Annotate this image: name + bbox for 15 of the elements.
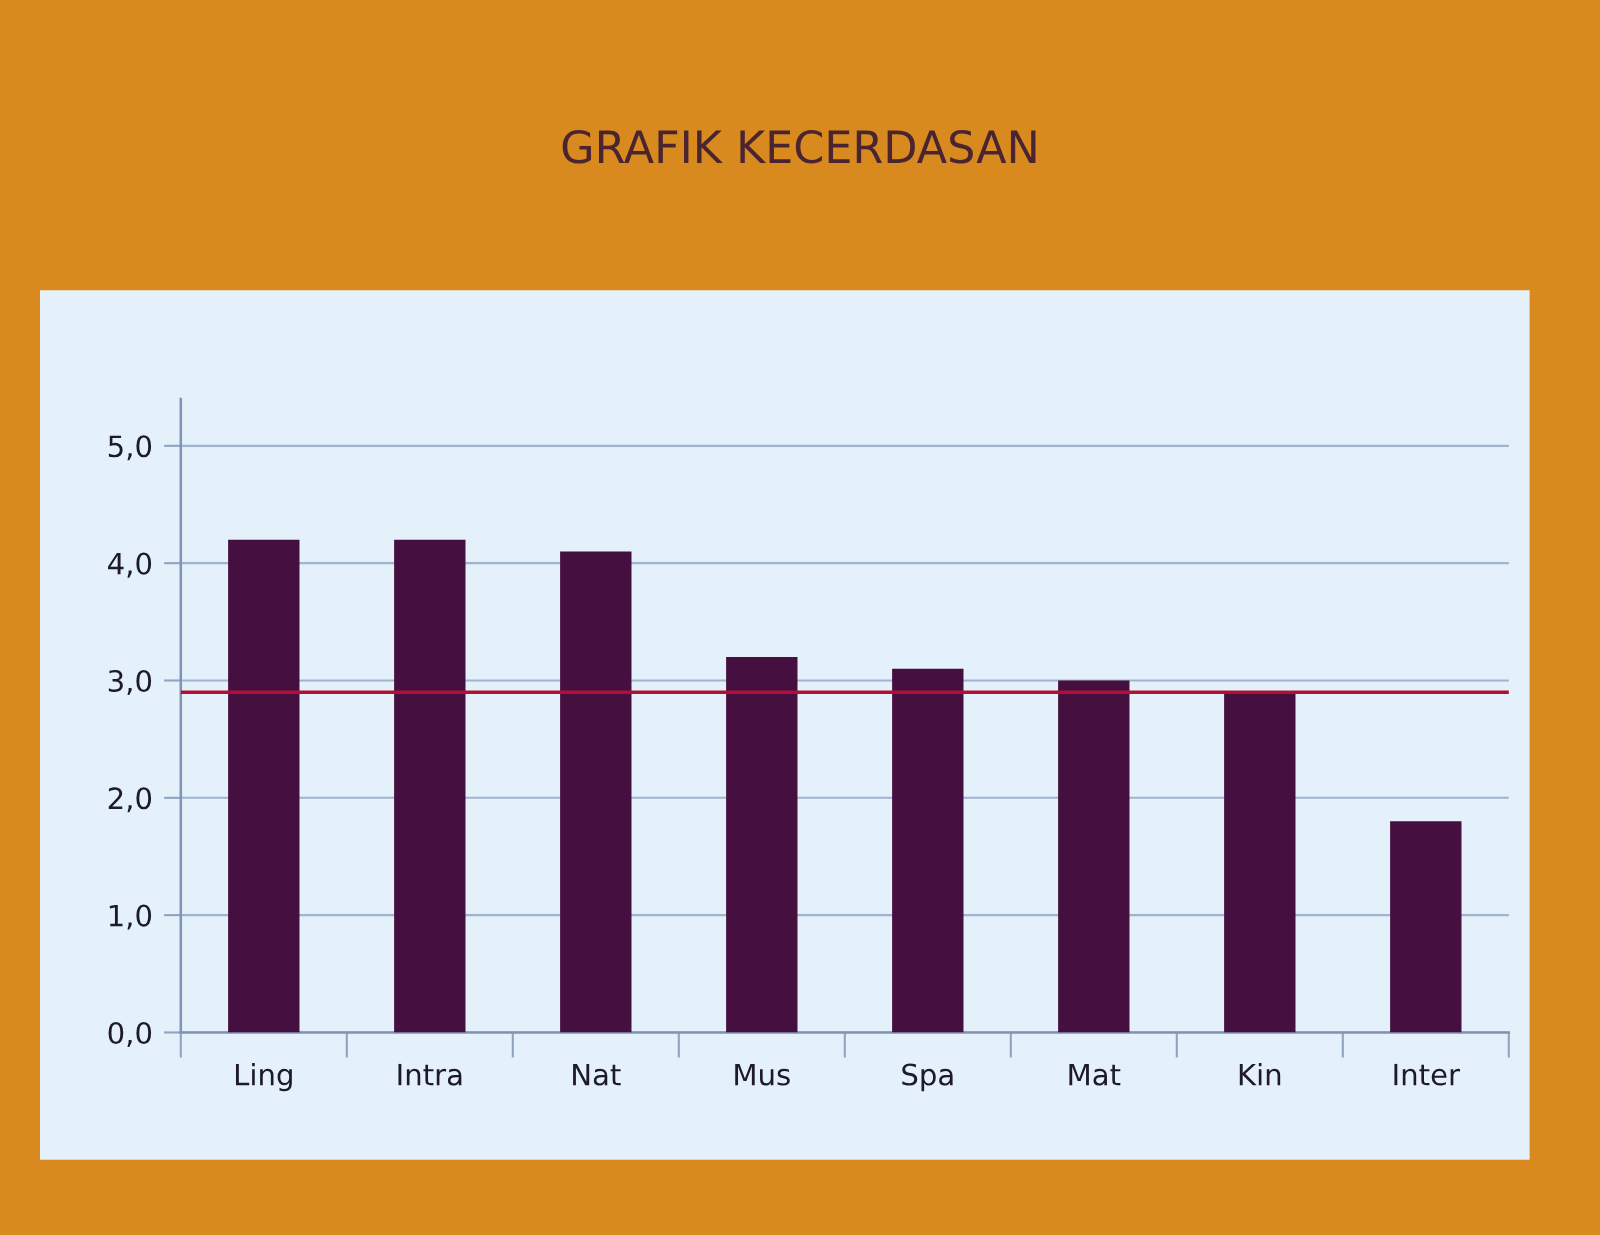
x-tick-label: Intra: [398, 1063, 462, 1086]
x-tick-label: Ling: [235, 1063, 292, 1092]
x-tick-label: Spa: [902, 1063, 953, 1092]
chart-title: GRAFIK KECERDASAN: [562, 129, 1036, 164]
y-tick-label: 3,0: [108, 669, 152, 695]
y-tick-label: 4,0: [108, 552, 152, 578]
x-tick-label: Nat: [573, 1063, 621, 1086]
x-tick-label: Mat: [1069, 1063, 1121, 1086]
x-tick-label: Mus: [735, 1063, 790, 1086]
x-tick-label: Inter: [1394, 1063, 1461, 1086]
y-tick-label: 5,0: [108, 435, 152, 461]
x-tick-label: Kin: [1239, 1063, 1281, 1086]
y-tick-label: 1,0: [109, 904, 152, 930]
y-tick-label: 2,0: [108, 787, 152, 813]
y-tick-label: 0,0: [108, 1021, 152, 1047]
